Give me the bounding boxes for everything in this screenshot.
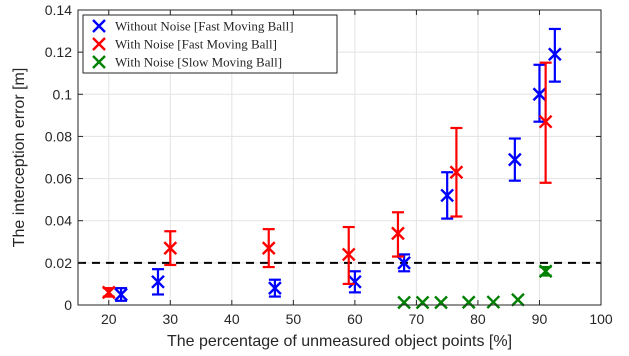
y-tick-label: 0 [64,297,72,313]
data-point [397,256,411,270]
series-3 [397,264,553,310]
legend-marker [92,55,106,69]
legend: Without Noise [Fast Moving Ball] With Noi… [82,14,338,74]
x-tick-label: 90 [532,311,548,327]
data-point [440,188,455,203]
legend-marker [92,19,106,33]
series-2 [101,61,553,300]
x-tick-label: 70 [409,311,425,327]
y-tick-label: 0.12 [45,44,72,60]
data-point [151,274,165,289]
legend-box [82,14,338,74]
x-tick-label: 20 [101,311,117,327]
series-1 [114,27,562,302]
y-tick-label: 0.08 [45,128,72,144]
x-tick-label: 40 [224,311,240,327]
data-point [538,114,553,129]
data-point [538,264,553,279]
y-axis-label: The interception error [m] [11,68,28,248]
data-point [532,87,547,102]
data-point [391,226,405,241]
data-point [268,281,282,295]
data-point [511,292,525,307]
x-tick-label: 50 [286,311,302,327]
x-axis-label: The percentage of unmeasured object poin… [167,333,512,350]
data-point [341,247,356,262]
data-point [449,165,464,180]
x-tick-label: 80 [470,311,486,327]
y-tick-label: 0.04 [45,213,72,229]
data-point [397,295,411,310]
x-tick-label: 60 [347,311,363,327]
data-point [415,295,430,310]
legend-marker [92,37,106,51]
x-tick-label: 100 [589,311,613,327]
y-tick-label: 0.1 [53,86,73,102]
data-marks [101,27,562,310]
legend-entry: With Noise [Slow Moving Ball] [115,55,282,70]
y-tick-label: 0.02 [45,255,72,271]
data-point [508,152,522,167]
x-tick-label: 30 [163,311,179,327]
plot-frame [77,9,602,306]
legend-entry: Without Noise [Fast Moving Ball] [115,19,294,34]
data-point [434,295,448,310]
data-point [163,241,178,255]
ticks: 20 30 40 50 60 70 80 90 100 0 0.02 0.04 0.06 0.08 0.1 0… [45,2,613,327]
data-point [348,274,362,289]
data-point [461,295,476,310]
data-point [548,47,562,62]
data-point [261,241,276,255]
legend-entry: With Noise [Fast Moving Ball] [115,37,277,52]
y-tick-label: 0.06 [45,171,72,187]
data-point [114,287,128,302]
data-point [101,285,116,300]
data-point [486,295,501,309]
y-tick-label: 0.14 [45,2,72,18]
